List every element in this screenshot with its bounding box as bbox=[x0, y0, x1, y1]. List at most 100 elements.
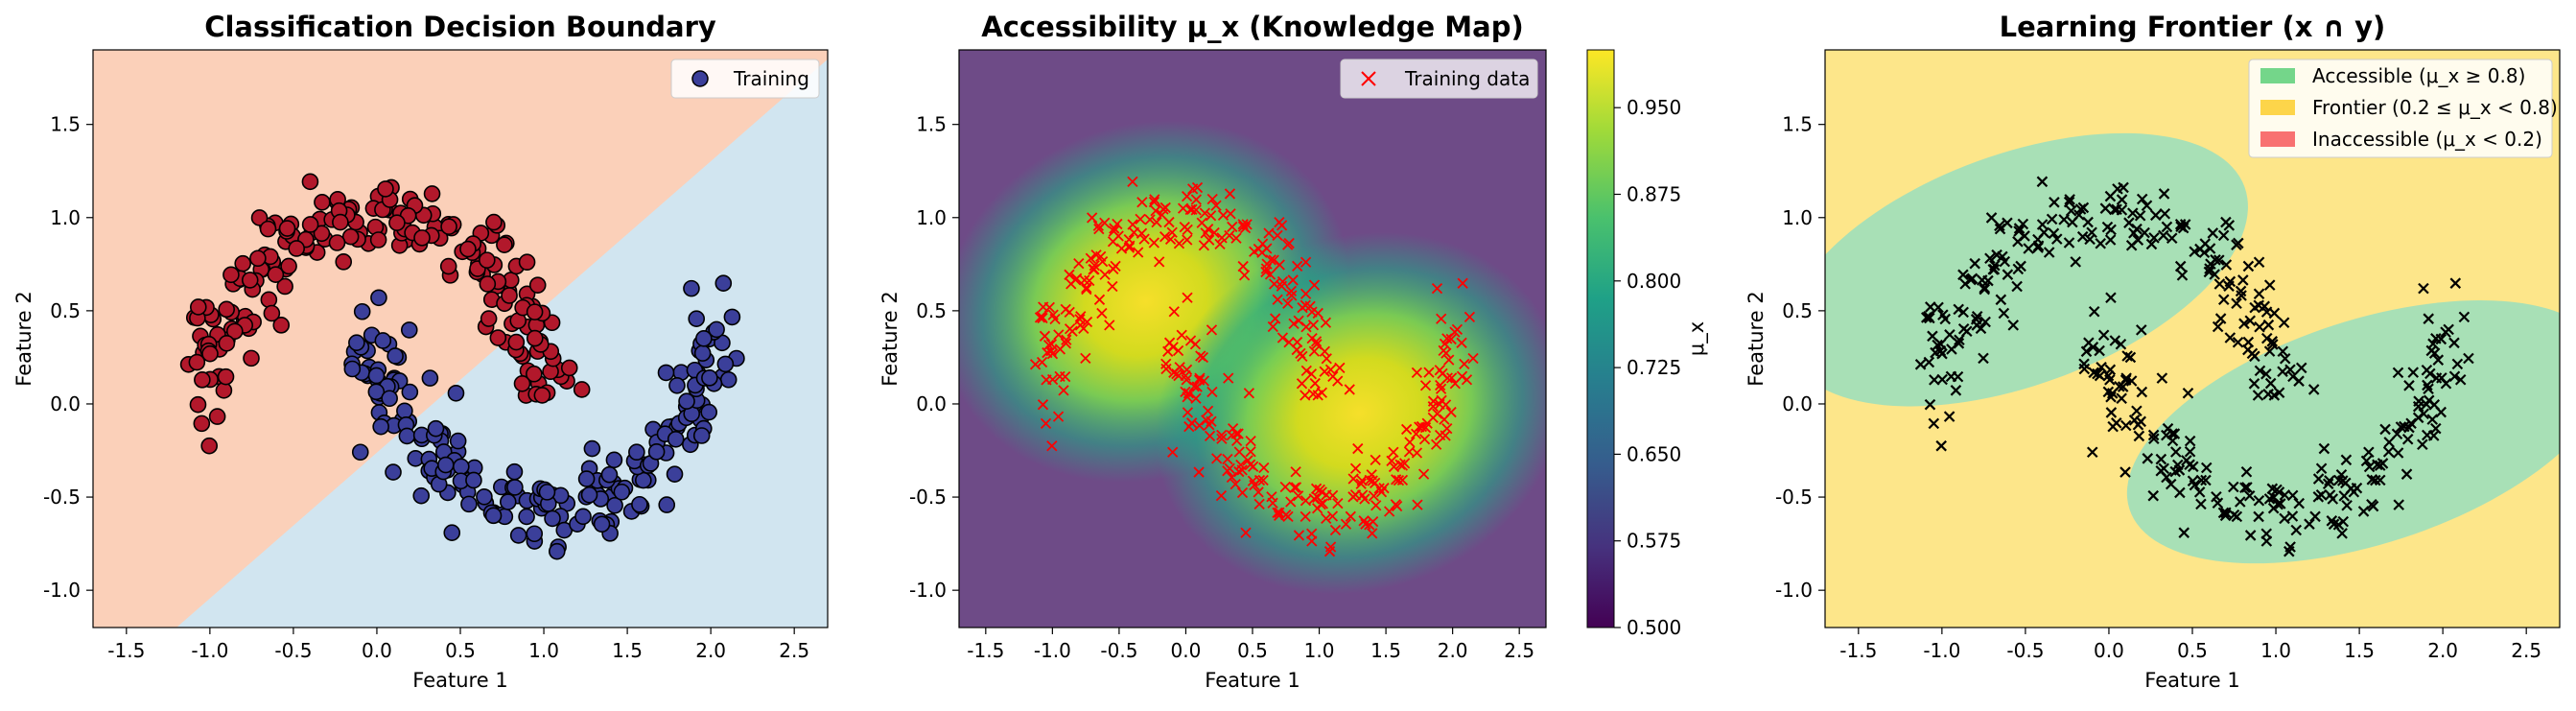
point-x bbox=[2413, 395, 2424, 407]
point-x bbox=[2131, 223, 2143, 235]
x-tick-label: -1.0 bbox=[1034, 639, 1071, 662]
training-point-x bbox=[1290, 466, 1301, 478]
point-x bbox=[2187, 475, 2199, 487]
training-point-x bbox=[1291, 336, 1303, 348]
point-x bbox=[2287, 370, 2299, 383]
training-point-x bbox=[1180, 386, 1191, 397]
point-class-1 bbox=[396, 402, 413, 420]
training-point-x bbox=[1085, 252, 1096, 264]
point-x bbox=[2249, 301, 2260, 314]
point-x bbox=[2114, 380, 2125, 392]
point-class-1 bbox=[509, 527, 527, 544]
point-x bbox=[2340, 454, 2353, 466]
y-tick-label: 0.0 bbox=[1782, 392, 1813, 415]
training-point-x bbox=[1412, 499, 1423, 510]
colorbar-tick-label: 0.725 bbox=[1627, 356, 1681, 379]
point-x bbox=[2109, 335, 2121, 346]
training-point-x bbox=[1411, 367, 1423, 379]
training-point-x bbox=[1095, 250, 1107, 263]
point-x bbox=[2277, 345, 2289, 358]
point-class-1 bbox=[580, 486, 598, 504]
training-point-x bbox=[1375, 486, 1388, 498]
training-point-x bbox=[1109, 223, 1120, 234]
training-point-x bbox=[1306, 306, 1318, 318]
point-x bbox=[2161, 471, 2172, 484]
training-point-x bbox=[1182, 234, 1193, 246]
point-x bbox=[2161, 221, 2173, 233]
point-x bbox=[2443, 323, 2454, 336]
point-x bbox=[1923, 356, 1935, 368]
point-x bbox=[2401, 433, 2414, 445]
y-tick-label: -1.0 bbox=[909, 579, 947, 602]
point-x bbox=[1998, 307, 2010, 320]
point-x bbox=[2178, 527, 2190, 538]
point-x bbox=[2083, 337, 2095, 348]
point-x bbox=[2147, 489, 2159, 502]
training-point-x bbox=[1253, 243, 1264, 255]
point-class-0 bbox=[189, 298, 207, 316]
point-class-1 bbox=[600, 465, 619, 484]
training-point-x bbox=[1088, 264, 1099, 275]
point-x bbox=[2382, 446, 2395, 458]
training-point-x bbox=[1183, 388, 1195, 399]
point-x bbox=[2262, 319, 2275, 331]
x-tick-label: 2.0 bbox=[2427, 639, 2458, 662]
point-x bbox=[1979, 316, 1991, 328]
training-point-x bbox=[1060, 371, 1071, 383]
training-point-x bbox=[1233, 446, 1245, 458]
point-class-0 bbox=[215, 382, 233, 399]
p2-x-ticks: -1.5 -1.0 -0.5 0.0 0.5 1.0 1.5 2.0 2.5 bbox=[967, 628, 1534, 662]
point-class-1 bbox=[374, 332, 392, 349]
point-x bbox=[1969, 257, 1980, 270]
training-point-x bbox=[1081, 282, 1092, 294]
x-tick-label: 1.0 bbox=[2260, 639, 2291, 662]
point-x bbox=[2253, 494, 2265, 507]
training-point-x bbox=[1198, 240, 1210, 251]
point-class-0 bbox=[234, 254, 251, 273]
point-class-0 bbox=[314, 193, 331, 211]
training-point-x bbox=[1127, 176, 1138, 187]
training-point-x bbox=[1344, 384, 1355, 395]
training-point-x bbox=[1260, 263, 1272, 274]
training-point-x bbox=[1093, 294, 1106, 305]
training-point-x bbox=[1210, 200, 1222, 211]
point-class-0 bbox=[501, 287, 518, 304]
point-x bbox=[2236, 290, 2247, 301]
point-x bbox=[2145, 238, 2158, 250]
point-x bbox=[2023, 243, 2034, 254]
point-x bbox=[2142, 453, 2154, 464]
point-x bbox=[2432, 354, 2445, 366]
point-class-1 bbox=[593, 515, 611, 533]
training-point-x bbox=[1282, 297, 1294, 309]
colorbar-gradient bbox=[1586, 49, 1615, 628]
point-class-0 bbox=[222, 266, 240, 284]
panel-decision-boundary: Classification Decision Boundary -1.5 -1.… bbox=[12, 11, 829, 692]
point-class-0 bbox=[560, 359, 578, 377]
training-point-x bbox=[1087, 212, 1098, 224]
point-class-1 bbox=[701, 369, 718, 387]
training-point-x bbox=[1081, 283, 1092, 296]
point-x bbox=[2078, 363, 2091, 375]
point-x bbox=[2458, 311, 2471, 323]
training-point-x bbox=[1293, 490, 1304, 502]
point-x bbox=[2172, 459, 2184, 471]
training-point-x bbox=[1089, 260, 1100, 272]
training-point-x bbox=[1309, 377, 1321, 390]
point-class-0 bbox=[241, 272, 259, 289]
point-x bbox=[2254, 365, 2266, 377]
point-x bbox=[2124, 351, 2137, 364]
point-x bbox=[2327, 493, 2339, 505]
training-point-x bbox=[1081, 316, 1093, 328]
point-class-1 bbox=[723, 308, 741, 326]
training-point-x bbox=[1427, 395, 1440, 407]
training-point-x bbox=[1340, 518, 1352, 530]
training-point-x bbox=[1300, 256, 1312, 268]
training-point-x bbox=[1144, 214, 1156, 225]
panel-accessibility: Accessibility μ_x (Knowledge Map) -1.5 -1… bbox=[878, 11, 1709, 692]
training-point-x bbox=[1193, 466, 1205, 478]
point-x bbox=[2383, 437, 2395, 448]
training-point-x bbox=[1211, 453, 1223, 464]
point-class-1 bbox=[700, 403, 718, 421]
point-class-0 bbox=[533, 387, 551, 404]
point-x bbox=[2454, 373, 2467, 386]
